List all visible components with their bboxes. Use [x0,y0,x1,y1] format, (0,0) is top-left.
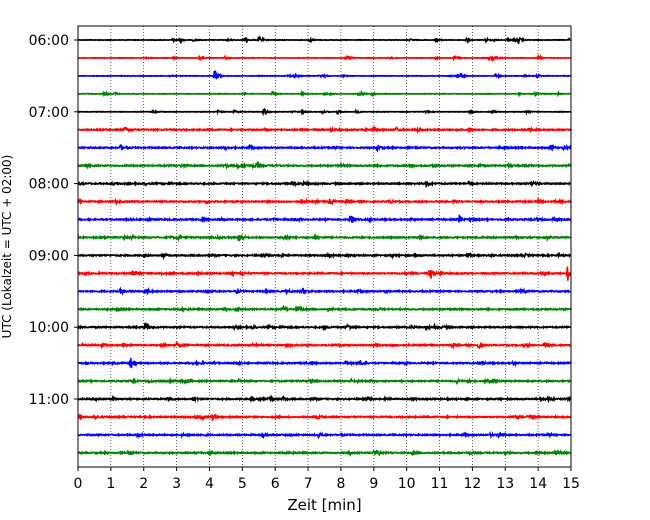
y-axis-label: UTC (Lokalzeit = UTC + 02:00) [0,155,14,339]
x-tick-label: 15 [562,476,580,492]
x-tick-label: 14 [529,476,547,492]
trace-line [77,340,571,350]
x-tick-label: 7 [304,476,313,492]
x-axis-label: Zeit [min] [287,496,361,514]
y-tick-label: 06:00 [29,33,69,49]
trace-line [77,160,572,171]
trace-line [77,125,572,134]
trace-line [77,394,572,404]
x-tick-label: 6 [271,476,280,492]
plot-frame [77,25,572,468]
trace-line [77,233,572,243]
x-tick-label: 8 [336,476,345,492]
trace-line [77,143,572,153]
trace-line [77,89,572,98]
y-tick-label: 11:00 [29,392,69,408]
x-tick-label: 3 [172,476,181,492]
trace-line [77,448,572,457]
trace-line [77,286,572,296]
trace-line [77,266,572,281]
trace-line [77,251,571,261]
y-tick-label: 10:00 [29,320,69,336]
x-tick-label: 5 [238,476,247,492]
x-tick-label: 11 [431,476,449,492]
trace-line [77,358,572,369]
trace-line [77,214,572,224]
trace-line [77,412,572,423]
trace-line [77,197,571,206]
grid-lines [110,26,539,467]
trace-line [77,69,571,80]
trace-line [77,53,572,63]
trace-line [77,107,572,117]
y-tick-label: 09:00 [29,248,69,264]
x-tick-label: 4 [205,476,214,492]
y-tick-label: 08:00 [29,177,69,193]
y-axis-ticks: 06:00 07:00 08:00 09:00 10:00 11:00 [29,33,78,408]
trace-line [77,321,572,332]
x-tick-label: 0 [74,476,83,492]
x-tick-label: 12 [463,476,481,492]
trace-line [77,431,571,440]
x-tick-label: 9 [369,476,378,492]
trace-line [77,179,571,188]
trace-line [77,304,572,313]
x-tick-label: 2 [139,476,148,492]
x-tick-label: 13 [496,476,514,492]
x-tick-label: 1 [106,476,115,492]
trace-line [77,35,572,45]
y-tick-label: 07:00 [29,105,69,121]
x-axis-ticks: 0 1 2 3 4 5 6 7 8 9 10 11 12 13 14 15 [74,467,580,492]
trace-line [77,376,572,386]
x-tick-label: 10 [398,476,416,492]
seismic-traces [77,35,572,457]
